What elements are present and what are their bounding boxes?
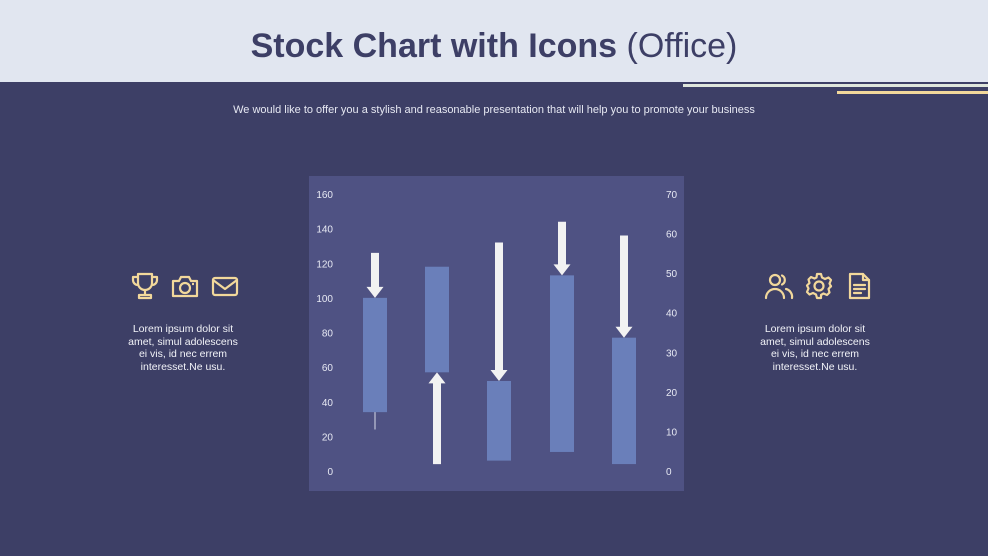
y-right-tick-label: 30 — [666, 348, 678, 359]
y-right-tick-label: 40 — [666, 309, 678, 320]
mail-icon — [211, 276, 239, 297]
users-icon — [764, 273, 794, 300]
y-left-tick-label: 40 — [322, 398, 334, 409]
page-title: Stock Chart with Icons (Office) — [0, 24, 988, 68]
arrow-down — [366, 252, 384, 298]
accent-line-top — [683, 84, 988, 87]
accent-line-bottom — [837, 91, 988, 94]
arrow-down — [490, 242, 508, 381]
header-bar: Stock Chart with Icons (Office) — [0, 0, 988, 82]
document-icon — [848, 272, 871, 300]
y-left-tick-label: 160 — [316, 190, 333, 201]
y-right-tick-label: 50 — [666, 269, 678, 280]
trophy-icon — [131, 272, 159, 300]
candle-body — [487, 380, 511, 461]
left-icon-group — [130, 271, 240, 301]
y-left-tick-label: 60 — [322, 363, 334, 374]
y-left-tick-label: 0 — [327, 467, 333, 478]
candle-body — [363, 297, 387, 413]
y-right-tick-label: 20 — [666, 388, 678, 399]
title-bold: Stock Chart with Icons — [250, 27, 618, 65]
candle-body — [550, 275, 574, 452]
y-left-tick-label: 140 — [316, 225, 333, 236]
y-right-tick-label: 70 — [666, 190, 678, 201]
candle-body — [425, 266, 449, 373]
camera-icon — [171, 275, 199, 298]
stock-chart: 0 20 40 60 80 100 120 140 160 0 10 20 30 40 50 60 70 — [316, 190, 678, 478]
y-left-tick-label: 80 — [322, 329, 334, 340]
candle-body — [612, 337, 636, 465]
gear-icon — [805, 272, 833, 300]
y-left-tick-label: 100 — [316, 294, 333, 305]
y-right-tick-label: 0 — [666, 467, 672, 478]
right-icon-group — [764, 271, 874, 301]
left-description: Lorem ipsum dolor sit amet, simul adoles… — [128, 323, 238, 373]
y-right-tick-label: 10 — [666, 427, 678, 438]
right-description: Lorem ipsum dolor sit amet, simul adoles… — [760, 323, 870, 373]
y-left-tick-label: 20 — [322, 432, 334, 443]
y-right-tick-label: 60 — [666, 230, 678, 241]
arrow-down — [615, 235, 633, 338]
subtitle: We would like to offer you a stylish and… — [233, 104, 755, 116]
arrow-down — [553, 221, 571, 276]
title-light: (Office) — [626, 27, 738, 65]
arrow-up — [428, 372, 446, 465]
y-left-tick-label: 120 — [316, 259, 333, 270]
